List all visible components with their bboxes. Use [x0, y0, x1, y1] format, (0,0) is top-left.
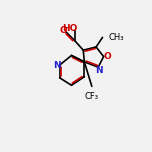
Text: CH₃: CH₃: [108, 33, 124, 42]
Text: HO: HO: [62, 24, 77, 33]
Text: O: O: [59, 26, 67, 35]
Text: CF₃: CF₃: [85, 92, 99, 101]
Text: N: N: [53, 60, 61, 70]
Text: N: N: [95, 66, 103, 75]
Text: O: O: [103, 52, 111, 60]
